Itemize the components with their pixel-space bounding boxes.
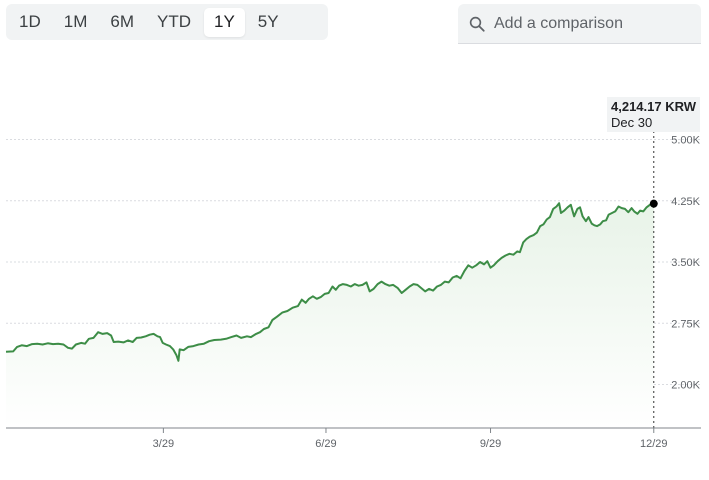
y-tick-label: 3.50K	[671, 257, 700, 269]
x-tick-label: 12/29	[640, 438, 668, 450]
comparison-input[interactable]	[494, 14, 694, 33]
range-1d-button[interactable]: 1D	[19, 12, 41, 31]
x-tick-label: 9/29	[480, 438, 501, 450]
y-tick-label: 5.00K	[671, 135, 700, 147]
range-1m-button[interactable]: 1M	[63, 12, 88, 31]
y-tick-label: 2.75K	[671, 318, 700, 330]
range-1y-button[interactable]: 1Y	[203, 7, 245, 37]
last-price-marker	[649, 199, 658, 208]
y-tick-label: 2.00K	[671, 380, 700, 392]
tooltip-price: 4,214.17 KRW	[611, 99, 697, 114]
comparison-search[interactable]	[458, 4, 701, 44]
range-selector: 1D 1M 6M YTD 1Y 5Y	[6, 4, 328, 40]
search-icon	[469, 16, 485, 32]
tooltip-date: Dec 30	[611, 115, 653, 130]
range-5y-button[interactable]: 5Y	[257, 12, 279, 31]
y-tick-label: 4.25K	[671, 196, 700, 208]
range-6m-button[interactable]: 6M	[110, 12, 134, 31]
x-tick-label: 6/29	[315, 438, 336, 450]
price-tooltip: 4,214.17 KRW Dec 30	[607, 97, 701, 132]
price-area	[6, 203, 654, 428]
x-tick-label: 3/29	[153, 438, 174, 450]
price-line	[5, 202, 655, 362]
range-ytd-button[interactable]: YTD	[156, 12, 191, 31]
